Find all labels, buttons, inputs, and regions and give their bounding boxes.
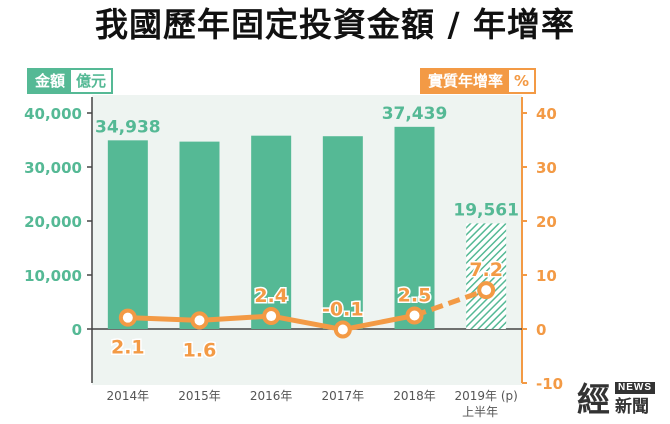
category-label: 2019年 (p) xyxy=(454,389,517,403)
growth-point xyxy=(262,307,281,326)
chart-title: 我國歷年固定投資金額 / 年增率 xyxy=(94,5,576,44)
growth-data-label: 7.2 xyxy=(469,259,503,281)
category-label: 2014年 xyxy=(107,389,150,403)
growth-data-label: -0.1 xyxy=(322,299,364,321)
category-label: 2015年 xyxy=(178,389,221,403)
left-tick-label: 20,000 xyxy=(24,213,82,231)
right-tick-label: 30 xyxy=(536,159,557,177)
legend-growth-label: 實質年增率 xyxy=(422,70,510,92)
bar xyxy=(107,140,148,329)
growth-point xyxy=(477,281,496,300)
right-tick-label: 10 xyxy=(536,267,557,285)
left-tick-label: 0 xyxy=(72,321,82,339)
growth-point xyxy=(405,306,424,325)
bar-data-label: 37,439 xyxy=(382,104,448,124)
bar-data-label: 34,938 xyxy=(95,117,161,137)
bar-data-label: 19,561 xyxy=(453,200,519,220)
left-tick-label: 30,000 xyxy=(24,159,82,177)
growth-data-label: 2.1 xyxy=(111,337,145,359)
right-tick-label: -10 xyxy=(536,375,563,393)
plot-background xyxy=(92,95,522,385)
bar xyxy=(322,136,363,329)
growth-line-dashed xyxy=(413,287,488,318)
right-tick-label: 20 xyxy=(536,213,557,231)
legend-amount-unit: 億元 xyxy=(71,70,112,92)
right-tick-label: 0 xyxy=(536,321,546,339)
bar xyxy=(179,141,220,329)
news-logo: 經 NEWS 新聞 xyxy=(577,380,665,420)
legend-amount-label: 金額 xyxy=(29,70,72,92)
growth-data-label: 2.5 xyxy=(398,285,432,307)
category-label: 2016年 xyxy=(250,389,293,403)
category-label: 2018年 xyxy=(393,389,436,403)
growth-point xyxy=(118,308,137,327)
logo-news-tag: NEWS xyxy=(615,382,655,394)
legend-amount: 金額 億元 xyxy=(27,68,114,94)
growth-point xyxy=(190,311,209,330)
left-tick-label: 10,000 xyxy=(24,267,82,285)
legend-growth-unit: % xyxy=(509,70,535,92)
bar xyxy=(466,223,507,329)
logo-small-text: 新聞 xyxy=(615,397,649,417)
category-label: 2017年 xyxy=(322,389,365,403)
bar xyxy=(251,135,292,329)
category-sublabel: 上半年 xyxy=(462,405,498,419)
logo-big-char: 經 xyxy=(577,380,610,419)
growth-point xyxy=(333,320,352,339)
growth-data-label: 1.6 xyxy=(183,339,217,361)
growth-data-label: 2.4 xyxy=(254,285,288,307)
bar xyxy=(394,126,435,329)
right-tick-label: 40 xyxy=(536,105,557,123)
legend-growth: 實質年增率 % xyxy=(420,68,537,94)
left-tick-label: 40,000 xyxy=(24,105,82,123)
